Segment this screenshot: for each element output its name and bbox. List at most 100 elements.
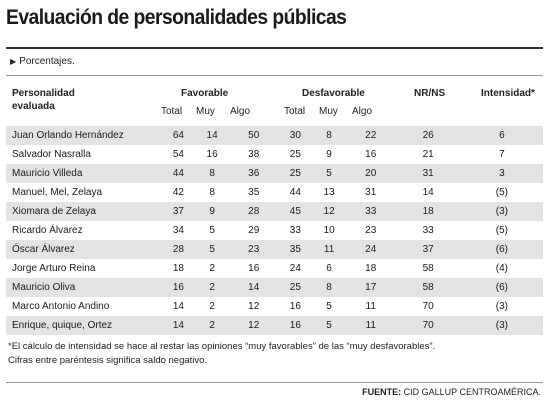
subtitle: ▶ Porcentajes. bbox=[10, 56, 75, 67]
cell-fav-algo: 35 bbox=[228, 183, 279, 202]
cell-des-total: 16 bbox=[278, 316, 313, 335]
cell-des-total: 25 bbox=[278, 145, 313, 164]
cell-name: Salvador Nasralla bbox=[6, 145, 162, 164]
cell-intensidad: 6 bbox=[460, 126, 543, 145]
cell-fav-total: 54 bbox=[161, 145, 196, 164]
header-personalidad-line1: Personalidad bbox=[12, 88, 75, 99]
cell-fav-total: 42 bbox=[161, 183, 196, 202]
table-row: Juan Orlando Hernández 64 14 50 30 8 22 … bbox=[6, 126, 543, 145]
cell-fav-muy: 2 bbox=[195, 278, 229, 297]
cell-fav-total: 28 bbox=[161, 240, 196, 259]
table-row: Salvador Nasralla 54 16 38 25 9 16 21 7 bbox=[6, 145, 543, 164]
cell-name: Manuel, Mel, Zelaya bbox=[6, 183, 162, 202]
cell-nrns: 31 bbox=[395, 164, 461, 183]
cell-des-total: 16 bbox=[278, 297, 313, 316]
cell-des-total: 25 bbox=[278, 278, 313, 297]
cell-des-muy: 10 bbox=[312, 221, 346, 240]
cell-fav-total: 44 bbox=[161, 164, 196, 183]
subtitle-divider bbox=[6, 75, 543, 76]
cell-des-algo: 18 bbox=[345, 259, 396, 278]
cell-fav-algo: 28 bbox=[228, 202, 279, 221]
cell-nrns: 70 bbox=[395, 297, 461, 316]
cell-fav-muy: 9 bbox=[195, 202, 229, 221]
cell-name: Juan Orlando Hernández bbox=[6, 126, 162, 145]
cell-name: Mauricio Villeda bbox=[6, 164, 162, 183]
source-text: CID GALLUP CENTROAMÉRICA. bbox=[403, 387, 541, 397]
cell-des-muy: 5 bbox=[312, 164, 346, 183]
cell-fav-algo: 38 bbox=[228, 145, 279, 164]
title-divider bbox=[6, 47, 543, 49]
cell-fav-algo: 50 bbox=[228, 126, 279, 145]
cell-intensidad: (6) bbox=[460, 240, 543, 259]
cell-fav-algo: 23 bbox=[228, 240, 279, 259]
cell-fav-algo: 14 bbox=[228, 278, 279, 297]
cell-fav-algo: 12 bbox=[228, 297, 279, 316]
cell-fav-total: 14 bbox=[161, 316, 196, 335]
cell-intensidad: (5) bbox=[460, 221, 543, 240]
cell-nrns: 21 bbox=[395, 145, 461, 164]
cell-des-algo: 17 bbox=[345, 278, 396, 297]
cell-intensidad: (5) bbox=[460, 183, 543, 202]
cell-des-muy: 9 bbox=[312, 145, 346, 164]
cell-nrns: 70 bbox=[395, 316, 461, 335]
cell-des-algo: 16 bbox=[345, 145, 396, 164]
cell-des-total: 33 bbox=[278, 221, 313, 240]
cell-des-muy: 8 bbox=[312, 278, 346, 297]
subheader-des-total: Total bbox=[284, 106, 306, 117]
header-personalidad-line2: evaluada bbox=[12, 101, 55, 112]
cell-des-algo: 11 bbox=[345, 316, 396, 335]
cell-fav-muy: 16 bbox=[195, 145, 229, 164]
cell-des-total: 35 bbox=[278, 240, 313, 259]
cell-fav-total: 37 bbox=[161, 202, 196, 221]
cell-intensidad: (3) bbox=[460, 202, 543, 221]
subheader-fav-algo: Algo bbox=[230, 106, 251, 117]
table-row: Mauricio Villeda 44 8 36 25 5 20 31 3 bbox=[6, 164, 543, 183]
cell-intensidad: (3) bbox=[460, 297, 543, 316]
cell-des-algo: 22 bbox=[345, 126, 396, 145]
table-row: Manuel, Mel, Zelaya 42 8 35 44 13 31 14 … bbox=[6, 183, 543, 202]
cell-fav-muy: 2 bbox=[195, 259, 229, 278]
cell-des-total: 25 bbox=[278, 164, 313, 183]
cell-name: Óscar Álvarez bbox=[6, 240, 162, 259]
cell-fav-total: 34 bbox=[161, 221, 196, 240]
cell-des-muy: 5 bbox=[312, 316, 346, 335]
cell-des-total: 24 bbox=[278, 259, 313, 278]
subheader-des-algo: Algo bbox=[352, 106, 373, 117]
cell-name: Enrique, quique, Ortez bbox=[6, 316, 162, 335]
footer-divider bbox=[6, 382, 543, 383]
cell-intensidad: 3 bbox=[460, 164, 543, 183]
cell-fav-algo: 16 bbox=[228, 259, 279, 278]
source-label: FUENTE: bbox=[362, 387, 402, 397]
cell-name: Mauricio Oliva bbox=[6, 278, 162, 297]
cell-des-muy: 13 bbox=[312, 183, 346, 202]
subheader-des-muy: Muy bbox=[319, 106, 338, 117]
cell-des-muy: 5 bbox=[312, 297, 346, 316]
cell-intensidad: (6) bbox=[460, 278, 543, 297]
cell-fav-total: 64 bbox=[161, 126, 196, 145]
table-row: Xiomara de Zelaya 37 9 28 45 12 33 18 (3… bbox=[6, 202, 543, 221]
header-intensidad: Intensidad* bbox=[481, 88, 535, 99]
cell-des-total: 30 bbox=[278, 126, 313, 145]
cell-fav-algo: 36 bbox=[228, 164, 279, 183]
cell-des-muy: 11 bbox=[312, 240, 346, 259]
cell-fav-muy: 8 bbox=[195, 164, 229, 183]
cell-name: Xiomara de Zelaya bbox=[6, 202, 162, 221]
cell-nrns: 33 bbox=[395, 221, 461, 240]
cell-des-algo: 23 bbox=[345, 221, 396, 240]
table-row: Marco Antonio Andino 14 2 12 16 5 11 70 … bbox=[6, 297, 543, 316]
cell-des-algo: 31 bbox=[345, 183, 396, 202]
cell-des-muy: 12 bbox=[312, 202, 346, 221]
cell-fav-algo: 12 bbox=[228, 316, 279, 335]
header-favorable: Favorable bbox=[181, 88, 229, 99]
subheader-fav-total: Total bbox=[161, 106, 183, 117]
cell-nrns: 37 bbox=[395, 240, 461, 259]
cell-des-algo: 33 bbox=[345, 202, 396, 221]
cell-fav-total: 16 bbox=[161, 278, 196, 297]
header-desfavorable: Desfavorable bbox=[302, 88, 365, 99]
cell-fav-total: 18 bbox=[161, 259, 196, 278]
cell-des-algo: 11 bbox=[345, 297, 396, 316]
header-nrns: NR/NS bbox=[414, 88, 446, 99]
cell-fav-muy: 2 bbox=[195, 297, 229, 316]
cell-nrns: 26 bbox=[395, 126, 461, 145]
triangle-right-icon: ▶ bbox=[10, 57, 17, 66]
